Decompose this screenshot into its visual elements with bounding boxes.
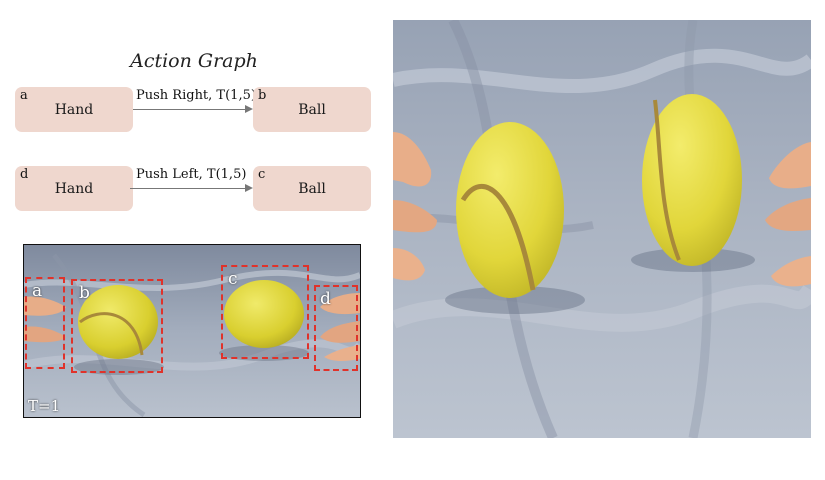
node-hand-d: d Hand: [15, 166, 133, 211]
edge-arrow-line-push-left: [130, 188, 245, 189]
node-letter: c: [258, 167, 266, 182]
node-ball-b: b Ball: [253, 87, 371, 132]
bbox-label: c: [228, 269, 238, 289]
edge-label-push-right: Push Right, T(1,5): [136, 88, 256, 103]
bbox-label: a: [32, 281, 43, 301]
arrowhead-icon: [245, 184, 253, 192]
node-ball-c: c Ball: [253, 166, 371, 211]
edge-label-push-left: Push Left, T(1,5): [136, 167, 247, 182]
node-letter: a: [20, 88, 28, 103]
bbox-label: d: [320, 289, 331, 309]
scene-image: [24, 245, 360, 417]
node-label: Hand: [54, 181, 94, 197]
bounding-box-d: d: [314, 285, 358, 371]
node-label: Hand: [54, 102, 94, 118]
bounding-box-a: a: [25, 277, 65, 369]
node-hand-a: a Hand: [15, 87, 133, 132]
scene-photo-image: [393, 20, 811, 438]
node-label: Ball: [298, 181, 326, 197]
video-frame-t1: a b c d T=1: [23, 244, 361, 418]
node-label: Ball: [298, 102, 326, 118]
node-letter: b: [258, 88, 267, 103]
action-graph-title: Action Graph: [130, 50, 258, 72]
scene-photo: [393, 20, 811, 438]
node-letter: d: [20, 167, 29, 182]
bbox-label: b: [79, 283, 90, 303]
bounding-box-b: b: [71, 279, 163, 373]
bounding-box-c: c: [221, 265, 309, 359]
arrowhead-icon: [245, 105, 253, 113]
time-step-label: T=1: [28, 397, 61, 415]
edge-arrow-line-push-right: [133, 109, 245, 110]
